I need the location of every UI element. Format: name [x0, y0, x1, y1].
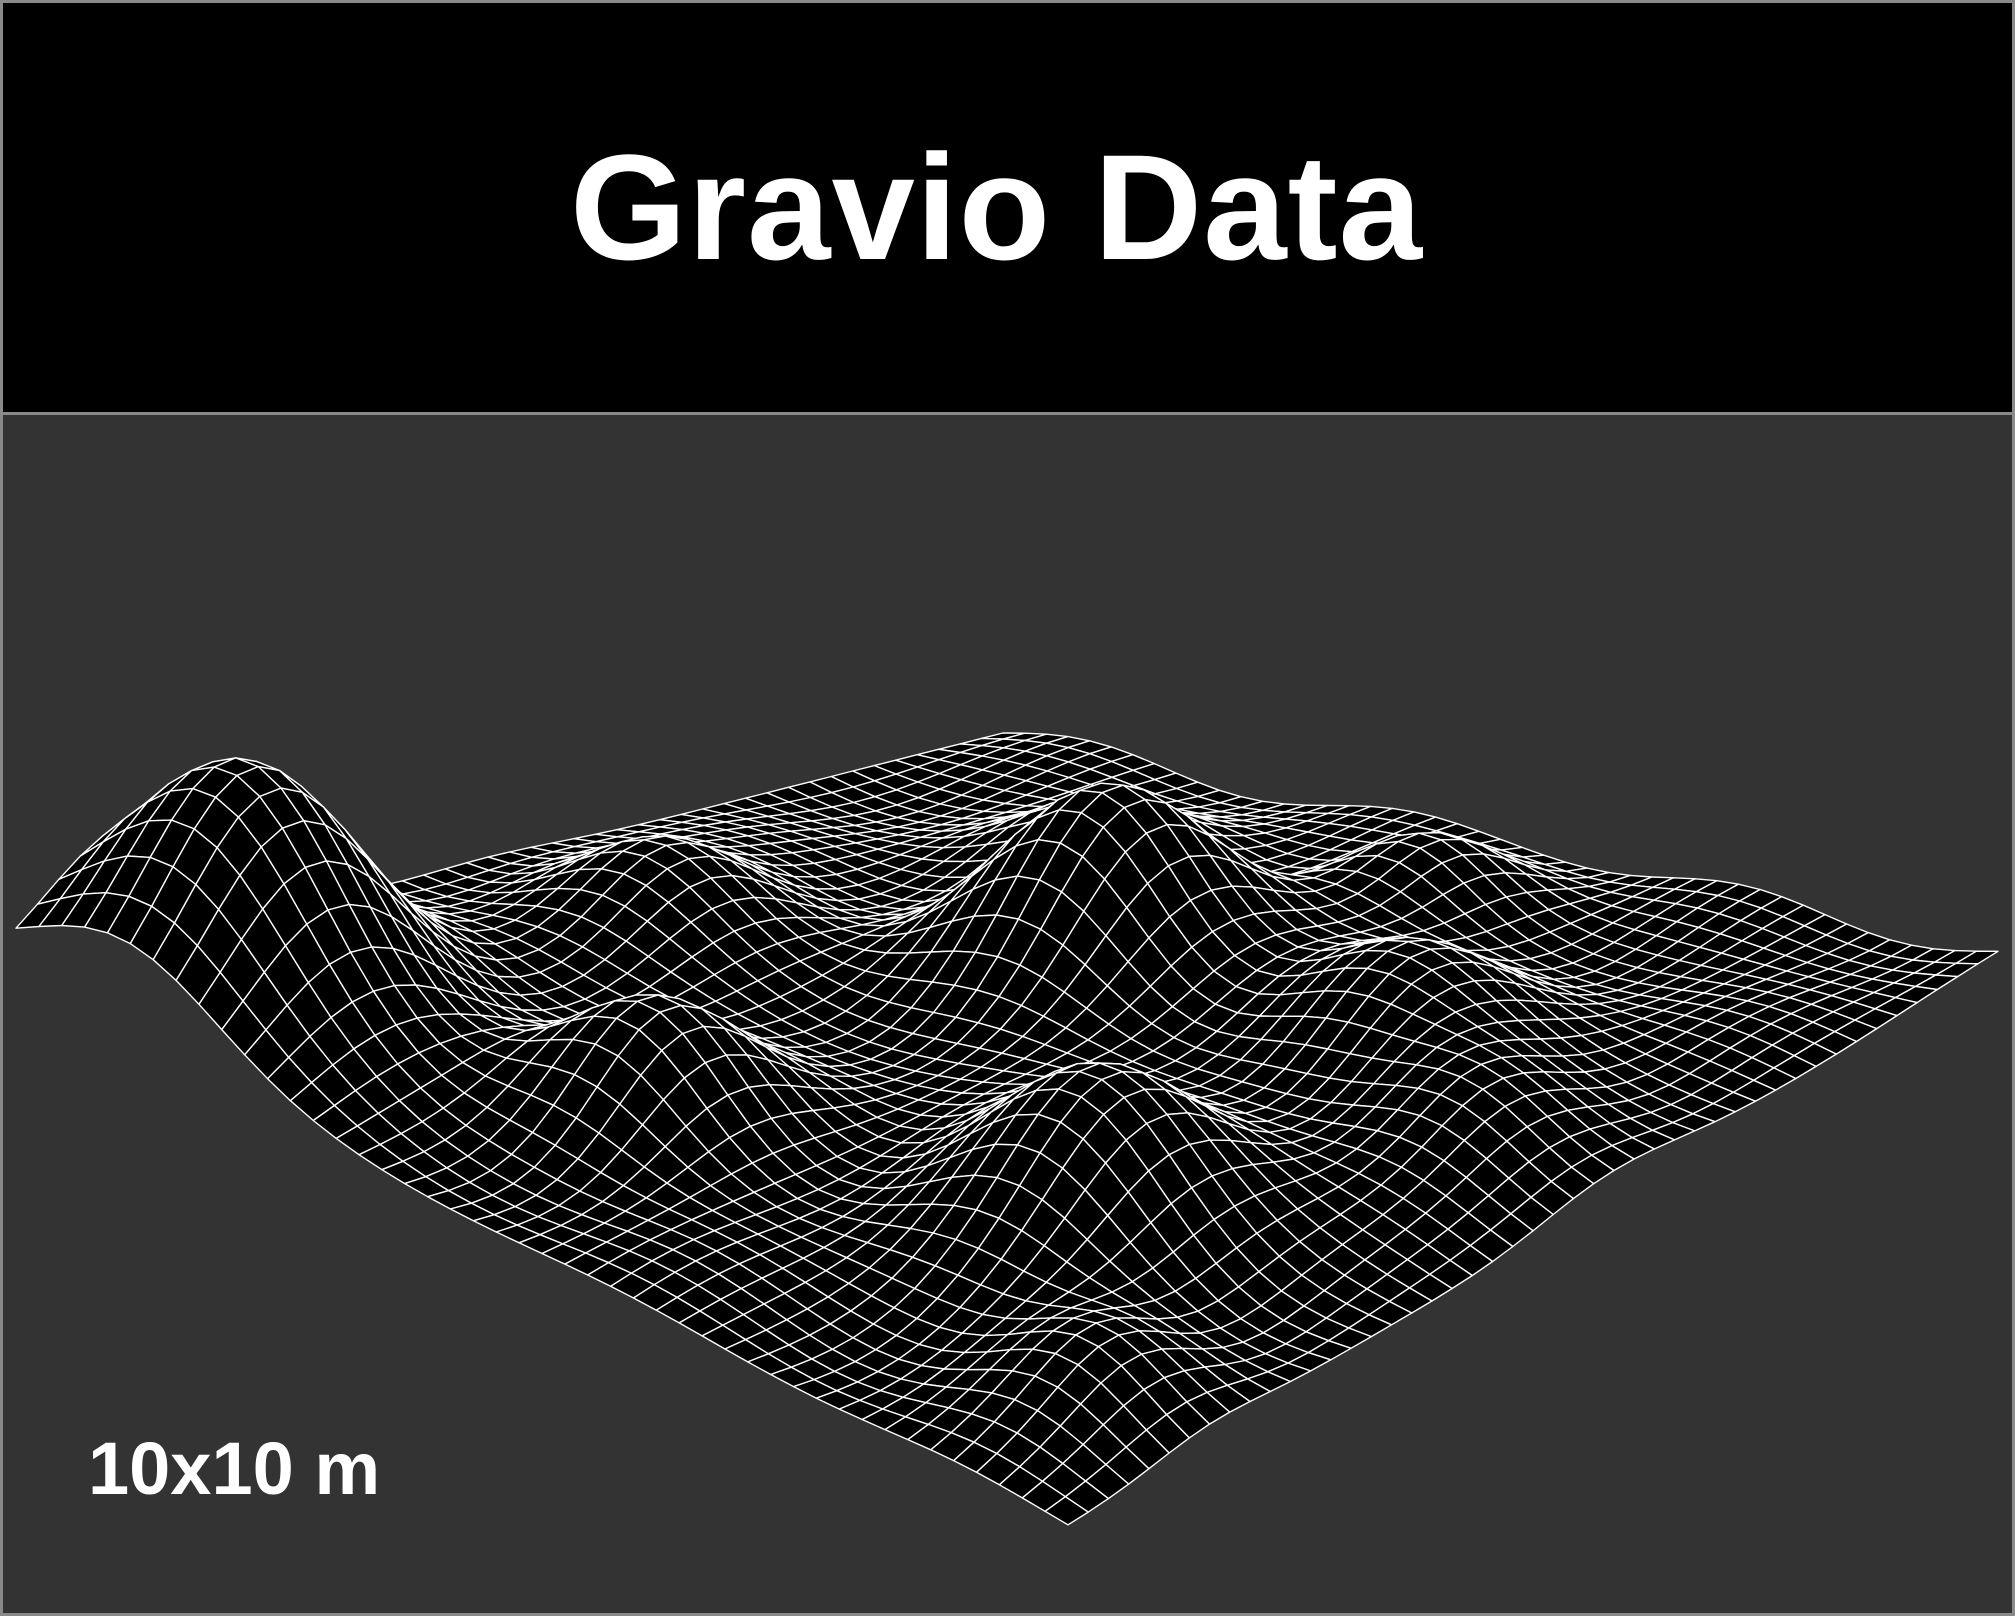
- surface-plot-area: [3, 415, 2012, 1613]
- surface-mesh: [15, 732, 1999, 1526]
- figure-title: Gravio Data: [570, 123, 1423, 291]
- wireframe-surface: [15, 732, 1999, 1526]
- scale-label: 10x10 m: [88, 1427, 381, 1510]
- title-banner: Gravio Data: [3, 3, 2012, 415]
- mesh-cell: [1044, 1495, 1089, 1526]
